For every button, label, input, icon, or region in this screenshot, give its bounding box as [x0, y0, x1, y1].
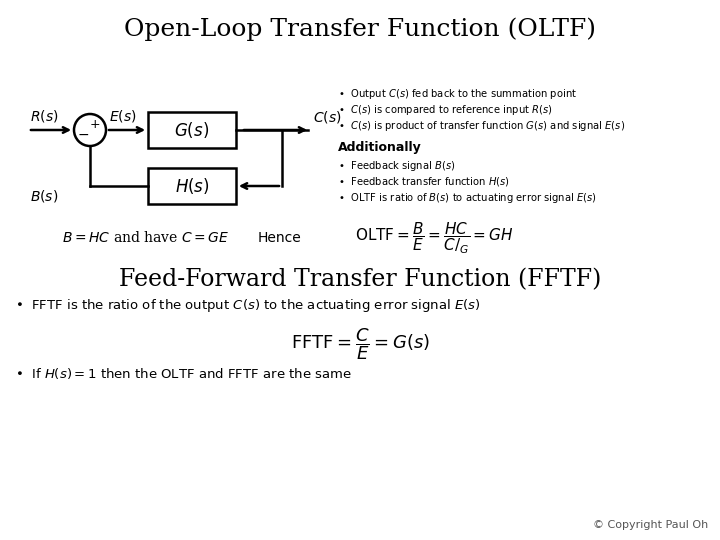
Text: Hence: Hence: [258, 231, 302, 245]
Text: Feed-Forward Transfer Function (FFTF): Feed-Forward Transfer Function (FFTF): [119, 268, 601, 291]
Text: $B(s)$: $B(s)$: [30, 188, 58, 204]
Text: $\mathrm{OLTF} = \dfrac{B}{E} = \dfrac{HC}{C/_{G}} = GH$: $\mathrm{OLTF} = \dfrac{B}{E} = \dfrac{H…: [355, 220, 513, 256]
Text: •  $C(s)$ is compared to reference input $R(s)$: • $C(s)$ is compared to reference input …: [338, 103, 553, 117]
Text: Additionally: Additionally: [338, 141, 422, 154]
Text: $C(s)$: $C(s)$: [313, 109, 341, 125]
Text: •  Output $C(s)$ fed back to the summation point: • Output $C(s)$ fed back to the summatio…: [338, 87, 577, 101]
Text: •  FFTF is the ratio of the output $C(s)$ to the actuating error signal $E(s)$: • FFTF is the ratio of the output $C(s)$…: [15, 297, 481, 314]
Text: $G(s)$: $G(s)$: [174, 120, 210, 140]
Text: •  Feedback transfer function $H(s)$: • Feedback transfer function $H(s)$: [338, 175, 510, 188]
Text: +: +: [90, 118, 100, 132]
Text: $R(s)$: $R(s)$: [30, 108, 58, 124]
Bar: [148, 112, 236, 148]
Text: •  If $H(s) = 1$ then the OLTF and FFTF are the same: • If $H(s) = 1$ then the OLTF and FFTF a…: [15, 366, 352, 381]
Text: Open-Loop Transfer Function (OLTF): Open-Loop Transfer Function (OLTF): [124, 17, 596, 40]
Text: $B = HC$ and have $C = GE$: $B = HC$ and have $C = GE$: [62, 231, 230, 246]
Bar: [148, 168, 236, 204]
Text: $E(s)$: $E(s)$: [109, 108, 137, 124]
Text: $H(s)$: $H(s)$: [175, 176, 210, 196]
Text: $\mathrm{FFTF} = \dfrac{C}{E} = G(s)$: $\mathrm{FFTF} = \dfrac{C}{E} = G(s)$: [291, 326, 429, 362]
Text: © Copyright Paul Oh: © Copyright Paul Oh: [593, 520, 708, 530]
Text: •  $C(s)$ is product of transfer function $G(s)$ and signal $E(s)$: • $C(s)$ is product of transfer function…: [338, 119, 625, 133]
Text: −: −: [77, 128, 89, 142]
Text: •  Feedback signal $B(s)$: • Feedback signal $B(s)$: [338, 159, 456, 173]
Text: •  OLTF is ratio of $B(s)$ to actuating error signal $E(s)$: • OLTF is ratio of $B(s)$ to actuating e…: [338, 191, 597, 205]
